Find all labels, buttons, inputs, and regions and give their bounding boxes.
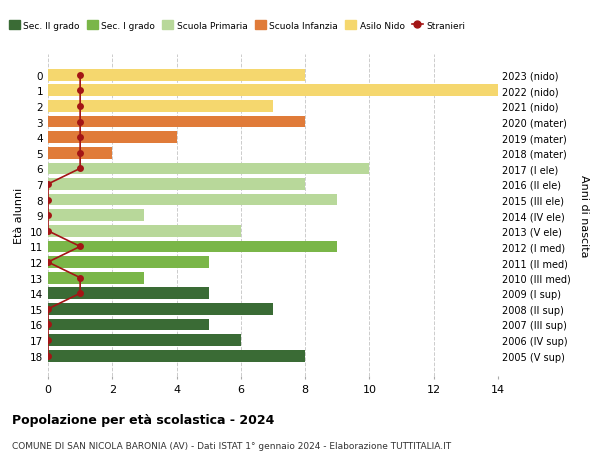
Point [76,165,85,173]
Legend: Sec. II grado, Sec. I grado, Scuola Primaria, Scuola Infanzia, Asilo Nido, Stran: Sec. II grado, Sec. I grado, Scuola Prim… [5,18,469,34]
Point [76,274,85,282]
Bar [48,319,209,330]
Point [76,87,85,95]
Bar [48,288,209,299]
Point [76,72,85,79]
Bar [48,225,241,237]
Bar [48,85,498,97]
Point [76,243,85,251]
Bar [48,272,145,284]
Bar [48,303,273,315]
Point [43,228,53,235]
Bar [48,194,337,206]
Point [76,118,85,126]
Bar [48,257,209,269]
Point [76,150,85,157]
Point [76,290,85,297]
Bar [48,148,112,159]
Point [43,306,53,313]
Point [43,337,53,344]
Bar [48,101,273,112]
Bar [48,335,241,346]
Bar [48,163,370,175]
Bar [48,132,176,144]
Bar [48,241,337,253]
Point [43,352,53,359]
Point [43,212,53,219]
Text: Popolazione per età scolastica - 2024: Popolazione per età scolastica - 2024 [12,413,274,426]
Y-axis label: Età alunni: Età alunni [14,188,25,244]
Bar [48,350,305,362]
Point [43,181,53,188]
Text: COMUNE DI SAN NICOLA BARONIA (AV) - Dati ISTAT 1° gennaio 2024 - Elaborazione TU: COMUNE DI SAN NICOLA BARONIA (AV) - Dati… [12,441,451,450]
Point [76,134,85,141]
Y-axis label: Anni di nascita: Anni di nascita [579,174,589,257]
Point [76,103,85,110]
Bar [48,70,305,81]
Bar [48,179,305,190]
Bar [48,210,145,222]
Bar [48,117,305,128]
Point [43,196,53,204]
Point [43,321,53,329]
Point [43,259,53,266]
